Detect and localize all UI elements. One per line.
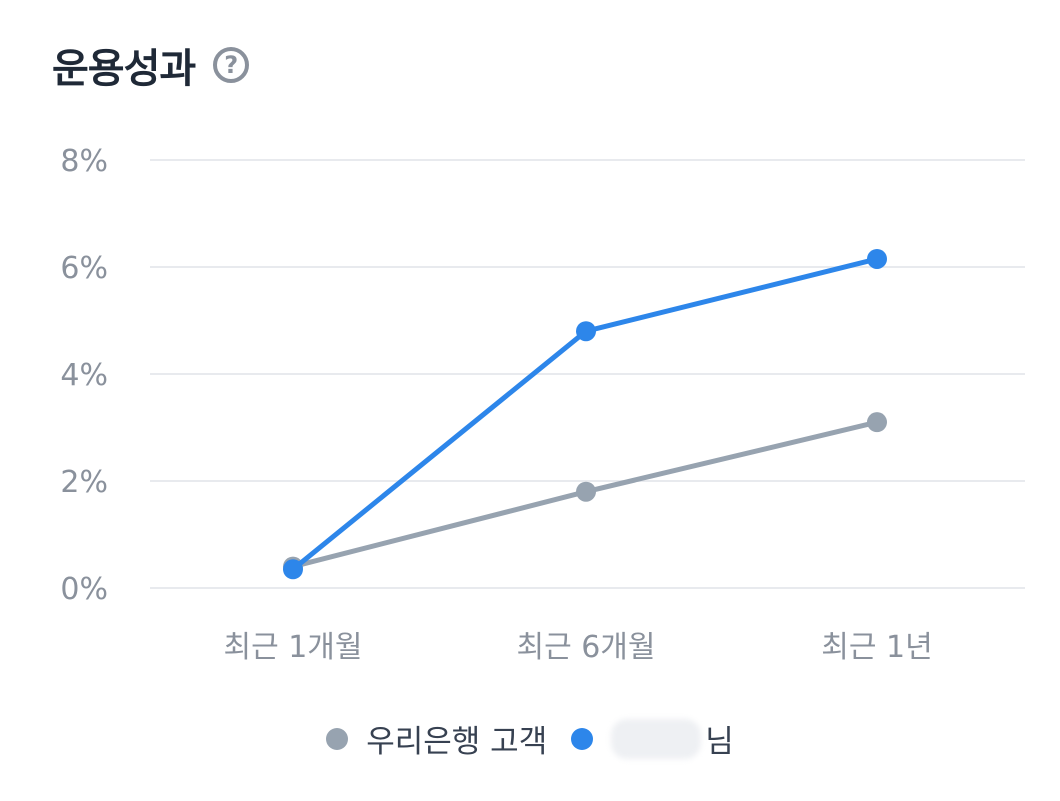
y-tick-label: 8% [60, 144, 108, 179]
question-circle-icon[interactable]: ? [213, 47, 250, 83]
chart-legend: 우리은행 고객 님 [0, 716, 1060, 761]
redacted-name [611, 718, 702, 759]
legend-label-user: 님 [705, 724, 734, 760]
y-tick-label: 6% [60, 251, 108, 286]
x-tick-label: 최근 1년 [821, 630, 932, 665]
legend-dot-customer [326, 727, 349, 750]
series-point-0 [576, 481, 596, 502]
y-tick-label: 2% [60, 465, 108, 500]
performance-line-chart: 0% 2% 4% 6% 8% 최근 1개월 최근 6개월 최근 1년 [60, 144, 1025, 665]
chart-title: 운용성과 [52, 46, 196, 92]
chart-header: 운용성과 ? [52, 36, 250, 94]
x-tick-label: 최근 6개월 [516, 630, 655, 665]
legend-label-customer: 우리은행 고객 [366, 724, 548, 760]
series-point-1 [576, 321, 596, 342]
legend-dot-user [571, 727, 594, 750]
series-point-1 [867, 248, 887, 269]
series-point-1 [283, 559, 303, 580]
series-line-1 [290, 256, 880, 572]
series-point-0 [867, 412, 887, 433]
legend-item-user: 님 [571, 716, 734, 761]
legend-item-customer: 우리은행 고객 [326, 716, 547, 761]
y-tick-label: 0% [60, 572, 108, 607]
y-tick-label: 4% [60, 358, 108, 393]
x-tick-label: 최근 1개월 [223, 630, 362, 665]
